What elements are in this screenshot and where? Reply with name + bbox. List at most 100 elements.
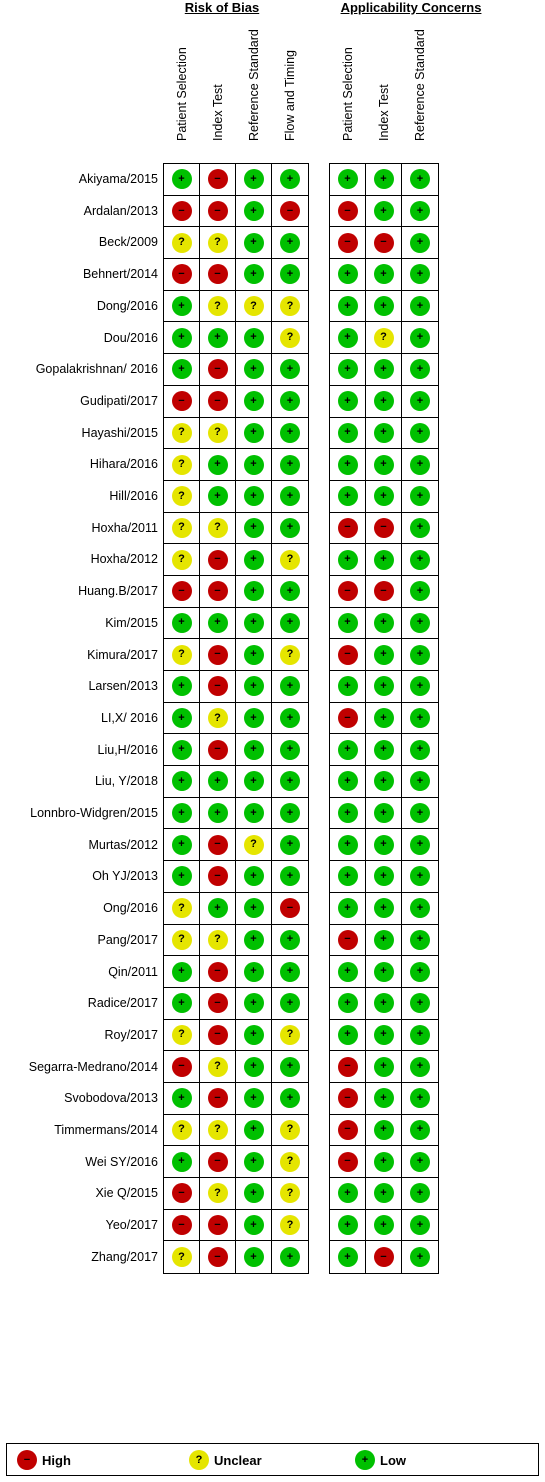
low-risk-icon: + [280, 232, 300, 253]
low-risk-icon: + [337, 359, 358, 380]
grid-cell: + [402, 386, 438, 418]
high-risk-icon: − [280, 898, 300, 919]
grid-cell: + [236, 987, 272, 1020]
low-risk-icon: + [337, 1024, 358, 1045]
grid-cell: + [330, 290, 366, 323]
high-risk-icon: − [171, 1215, 192, 1236]
high-risk-icon: − [207, 169, 228, 190]
low-risk-icon: + [373, 264, 394, 285]
unclear-risk-icon: ? [280, 644, 300, 665]
grid-row: − + + [330, 1051, 438, 1083]
grid-cell: + [330, 671, 366, 703]
grid-cell: + [366, 417, 402, 450]
grid-cell: + [164, 734, 200, 767]
study-label: Huang.B/2017 [78, 584, 158, 599]
study-label: Akiyama/2015 [78, 172, 158, 186]
grid-cell: + [272, 259, 308, 291]
grid-cell: + [402, 196, 438, 228]
high-risk-icon: − [207, 201, 228, 222]
study-label: Qin/2011 [108, 964, 158, 979]
low-risk-icon: + [410, 296, 430, 317]
grid-cell: + [366, 607, 402, 640]
grid-row: − − + + [164, 575, 308, 608]
grid-cell: ? [164, 1241, 200, 1274]
grid-cell: + [366, 639, 402, 671]
low-risk-icon: + [373, 676, 394, 697]
grid-cell: − [366, 575, 402, 608]
grid-cell: + [236, 956, 272, 988]
study-label: Gudipati/2017 [80, 393, 158, 408]
grid-cell: ? [164, 1114, 200, 1147]
grid-row: + + + [330, 797, 438, 830]
grid-cell: + [164, 829, 200, 862]
grid-cell: + [272, 513, 308, 545]
unclear-risk-icon: ? [171, 486, 192, 507]
low-risk-icon: + [243, 1151, 264, 1172]
grid-cell: + [236, 449, 272, 481]
low-risk-icon: + [410, 232, 430, 253]
grid-cell: − [200, 829, 236, 862]
high-risk-icon: − [207, 961, 228, 982]
low-risk-icon: + [410, 327, 430, 348]
grid-cell: + [402, 513, 438, 545]
grid-row: + + + [330, 987, 438, 1020]
low-risk-icon: + [280, 708, 300, 729]
grid-cell: + [330, 607, 366, 640]
grid-cell: + [236, 1019, 272, 1052]
grid-cell: + [330, 861, 366, 893]
grid-cell: + [330, 987, 366, 1020]
study-label: Oh YJ/2013 [92, 869, 158, 884]
low-risk-icon: + [171, 612, 192, 633]
grid-row: + + + [330, 480, 438, 513]
grid-cell: + [402, 227, 438, 260]
grid-cell: + [272, 925, 308, 957]
ac-header-index-test: Index Test [366, 12, 402, 155]
grid-cell: + [200, 322, 236, 355]
grid-cell: − [200, 575, 236, 608]
grid-cell: ? [272, 291, 308, 323]
grid-cell: ? [164, 924, 200, 957]
grid-cell: + [366, 195, 402, 228]
legend-unclear: ? Unclear [189, 1449, 262, 1471]
low-risk-icon: + [243, 771, 264, 792]
grid-cell: + [366, 797, 402, 830]
study-label: Ardalan/2013 [83, 203, 158, 218]
grid-cell: + [236, 924, 272, 957]
grid-cell: + [330, 1209, 366, 1242]
low-risk-icon: + [243, 612, 264, 633]
low-risk-icon: + [337, 486, 358, 507]
grid-row: + + + [330, 1209, 438, 1242]
grid-cell: + [402, 322, 438, 355]
grid-cell: + [402, 734, 438, 767]
grid-cell: + [402, 544, 438, 576]
low-risk-icon: + [337, 612, 358, 633]
low-risk-icon: + [373, 1056, 394, 1077]
grid-cell: + [366, 702, 402, 735]
grid-row: ?? + + [164, 512, 308, 545]
high-risk-icon: − [207, 1088, 228, 1109]
high-risk-icon: − [337, 232, 358, 253]
legend-high: − High [17, 1449, 71, 1471]
study-label: Roy/2017 [104, 1027, 158, 1042]
column-header-label: Patient Selection [175, 47, 189, 141]
high-risk-icon: − [207, 866, 228, 887]
grid-cell: − [330, 702, 366, 735]
grid-cell: ? [200, 1178, 236, 1210]
low-risk-icon: + [243, 929, 264, 950]
low-risk-icon: + [207, 898, 228, 919]
grid-cell: + [402, 1178, 438, 1210]
grid-row: ? + + + [164, 480, 308, 513]
low-risk-icon: + [410, 1024, 430, 1045]
grid-cell: − [330, 1082, 366, 1115]
unclear-risk-icon: ? [207, 517, 228, 538]
low-risk-icon: + [337, 391, 358, 412]
low-risk-icon: + [410, 1183, 430, 1204]
low-risk-icon: + [337, 1247, 358, 1268]
low-risk-icon: + [337, 327, 358, 348]
grid-row: ? − + + [164, 1241, 308, 1274]
low-risk-icon: + [171, 169, 192, 190]
grid-cell: + [402, 956, 438, 988]
low-risk-icon: + [280, 1056, 300, 1077]
grid-cell: + [236, 164, 272, 196]
grid-cell: ? [164, 449, 200, 481]
